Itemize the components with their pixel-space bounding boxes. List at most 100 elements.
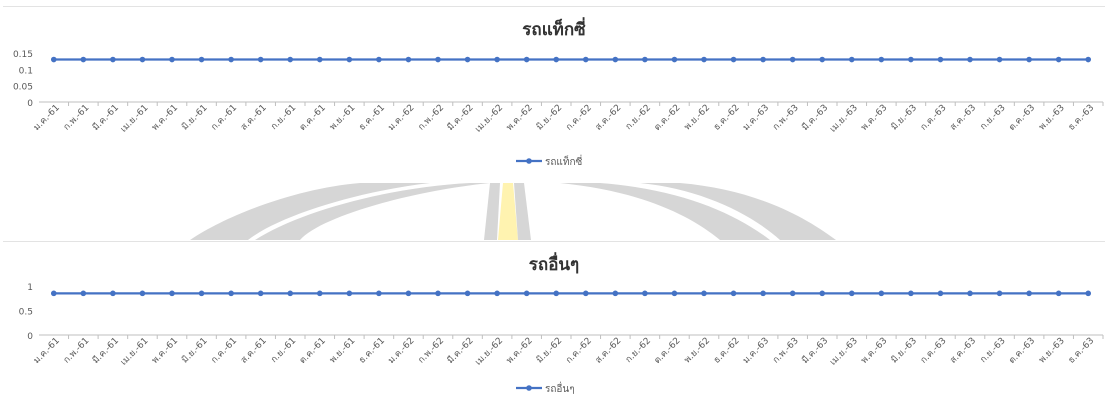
data-point: [553, 56, 560, 63]
chart-title: รถแท็กซี่: [522, 17, 586, 40]
x-tick-label: ธ.ค.-61: [357, 103, 387, 133]
data-point: [405, 56, 412, 63]
data-point: [110, 56, 116, 63]
x-tick-label: ก.พ.-62: [417, 103, 447, 133]
data-point: [701, 290, 707, 297]
data-point: [287, 290, 294, 297]
y-tick-label: 0: [27, 332, 33, 342]
data-point: [110, 290, 116, 297]
x-tick-label: ก.พ.-63: [771, 103, 801, 133]
data-point: [967, 290, 973, 297]
road-center-left: [484, 183, 500, 240]
x-tick-label: ก.ย.-63: [979, 103, 1008, 132]
x-tick-label: ส.ค.-61: [239, 103, 269, 133]
x-tick-label: พ.ค.-61: [150, 103, 180, 133]
data-point: [582, 290, 589, 297]
data-point: [908, 290, 914, 297]
chart-title: รถอื่นๆ: [529, 252, 579, 275]
data-point: [730, 290, 737, 297]
road-left-curve-inner: [255, 183, 490, 240]
data-point: [169, 290, 175, 297]
x-tick-label: เม.ย.-61: [119, 336, 151, 368]
data-point: [346, 56, 353, 63]
chart-panel-taxi: รถแท็กซี่ 0 0.05 0.1 0.15 ม.ค.-61 ก.พ.-61 มี.ค.…: [3, 6, 1105, 184]
x-tick-label: ธ.ค.-62: [712, 103, 742, 133]
x-tick-label: ธ.ค.-61: [357, 336, 387, 366]
x-tick-label: ก.ย.-61: [269, 336, 298, 365]
data-point: [1085, 56, 1092, 63]
x-tick-label: ก.พ.-61: [62, 103, 92, 133]
data-point: [848, 290, 855, 297]
road-illustration: [0, 183, 1108, 240]
data-point: [494, 56, 500, 63]
x-tick-label: พ.ค.-63: [859, 336, 889, 366]
data-point: [169, 56, 175, 63]
x-tick-label: ก.ย.-62: [624, 103, 653, 132]
x-tick-label: ก.ย.-63: [979, 336, 1008, 365]
data-point: [848, 56, 855, 63]
x-tick-label: ธ.ค.-63: [1067, 103, 1097, 133]
road-right-curve-inner: [560, 183, 770, 240]
x-tick-label: ก.ย.-61: [269, 103, 298, 132]
data-point: [582, 56, 589, 63]
x-tick-label: มี.ค.-63: [800, 335, 831, 366]
x-tick-label: มิ.ย.-61: [180, 102, 210, 132]
x-tick-label: ก.ค.-61: [210, 336, 240, 366]
x-tick-label: มิ.ย.-62: [534, 102, 564, 132]
data-point: [257, 290, 264, 297]
data-point: [760, 290, 766, 297]
data-point: [730, 56, 737, 63]
data-point: [435, 290, 441, 297]
data-point: [553, 290, 560, 297]
data-point: [642, 290, 648, 297]
data-point: [376, 290, 382, 297]
data-point: [1055, 56, 1062, 63]
x-tick-label: ก.ค.-62: [564, 336, 594, 366]
y-tick-label: 0.1: [19, 66, 33, 76]
x-tick-label: มี.ค.-62: [445, 102, 476, 133]
x-tick-label: มิ.ย.-62: [534, 335, 564, 365]
x-tick-label: ธ.ค.-63: [1067, 336, 1097, 366]
data-point: [612, 290, 619, 297]
data-point: [346, 290, 353, 297]
legend-label: รถแท็กซี่: [545, 154, 583, 168]
data-point: [996, 290, 1003, 297]
x-tick-label: เม.ย.-63: [828, 103, 860, 135]
data-point: [642, 56, 648, 63]
data-point: [435, 56, 441, 63]
x-tick-label: พ.ย.-63: [1037, 336, 1066, 365]
x-tick-label: ส.ค.-61: [239, 336, 269, 366]
data-point: [405, 290, 412, 297]
data-point: [287, 56, 294, 63]
data-point: [967, 56, 973, 63]
x-tick-label: ก.ค.-62: [564, 103, 594, 133]
data-point: [494, 290, 500, 297]
x-tick-label: มี.ค.-62: [445, 335, 476, 366]
x-tick-label: เม.ย.-63: [828, 336, 860, 368]
data-point: [376, 56, 382, 63]
data-point: [1085, 290, 1092, 297]
x-tick-label: เม.ย.-61: [119, 103, 151, 135]
road-right-curve-outer: [640, 183, 836, 240]
data-point: [523, 290, 530, 297]
x-tick-label: พ.ย.-63: [1037, 103, 1066, 132]
x-tick-label: ม.ค.-61: [32, 336, 62, 366]
chart-taxi: รถแท็กซี่00.050.10.15ม.ค.-61 ก.พ.-61 มี.ค.…: [13, 17, 1104, 168]
road-center-right: [514, 183, 531, 240]
road-graphic: [190, 183, 836, 240]
x-tick-label: ก.ค.-61: [210, 103, 240, 133]
x-tick-label: พ.ย.-61: [328, 336, 357, 365]
data-point: [80, 290, 87, 297]
y-tick-label: 0.05: [13, 83, 33, 93]
data-point: [1055, 290, 1062, 297]
y-tick-label: 1: [27, 283, 33, 293]
data-point: [316, 290, 323, 297]
y-tick-label: 0.5: [19, 308, 33, 318]
y-tick-label: 0.15: [13, 50, 33, 60]
x-tick-label: ส.ค.-62: [594, 336, 624, 366]
x-tick-label: ก.ย.-62: [624, 336, 653, 365]
legend-marker: [526, 385, 532, 391]
road-center-lane: [498, 183, 518, 240]
chart-panel-other: รถอื่นๆ 0 0.5 1 ม.ค.-61 ก.พ.-61 มี.ค.-61 เม.ย.-…: [3, 241, 1105, 406]
